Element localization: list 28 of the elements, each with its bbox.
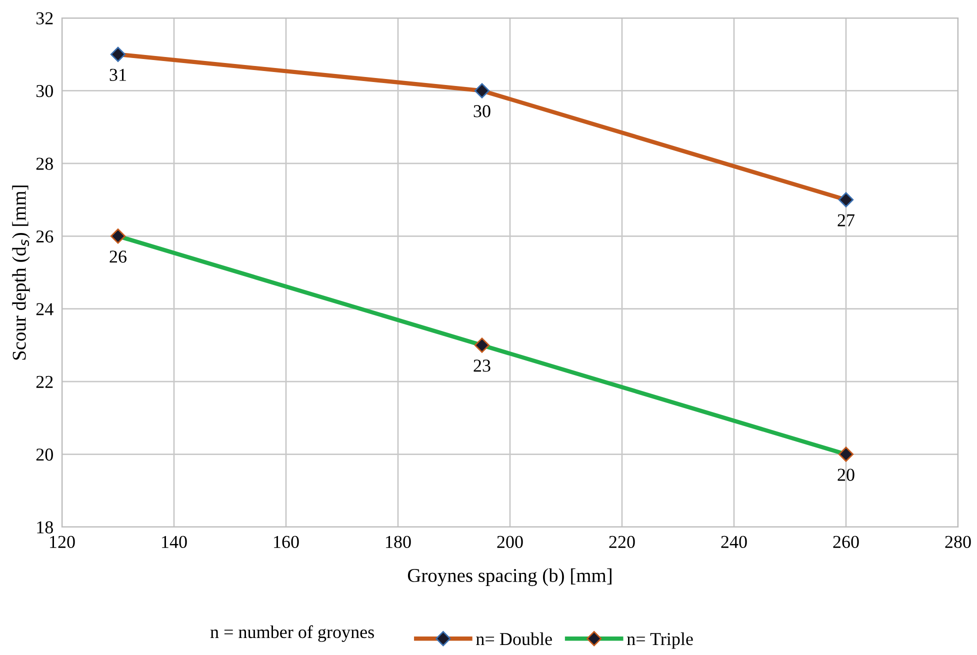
y-tick-label: 32	[36, 12, 53, 24]
y-axis-title: Scour depth (d$_{s}$) [mm]	[12, 186, 30, 360]
text: n = number of groynes	[210, 625, 374, 642]
x-tick-label: 140	[162, 536, 187, 548]
y-tick-label: 22	[36, 376, 53, 388]
x-tick-label: 120	[50, 536, 75, 548]
data-label: 26	[110, 250, 126, 263]
data-label: 23	[474, 360, 490, 372]
x-tick-label: 180	[386, 536, 411, 548]
x-tick-label: 240	[721, 536, 747, 548]
x-tick-label: 200	[497, 536, 523, 548]
y-tick-label: 18	[37, 521, 53, 534]
data-label: 31	[110, 68, 126, 81]
x-axis-title: Groynes spacing (b) [mm]	[408, 568, 612, 586]
x-tick-label: 260	[833, 536, 859, 548]
x-tick-label: 280	[945, 536, 971, 548]
x-tick-label: 160	[274, 536, 299, 548]
y-tick-label: 20	[36, 448, 53, 461]
y-tick-label: 28	[36, 158, 53, 170]
y-tick-label: 30	[36, 84, 53, 98]
data-label: 27	[838, 214, 855, 226]
legend-label: n= Double	[476, 632, 552, 646]
data-label: 30	[474, 105, 490, 118]
data-label: 20	[838, 468, 854, 481]
y-tick-label: 26	[36, 230, 54, 243]
x-tick-label: 220	[609, 536, 635, 548]
y-tick-label: 24	[36, 303, 54, 316]
legend-label: n= Triple	[627, 632, 693, 649]
